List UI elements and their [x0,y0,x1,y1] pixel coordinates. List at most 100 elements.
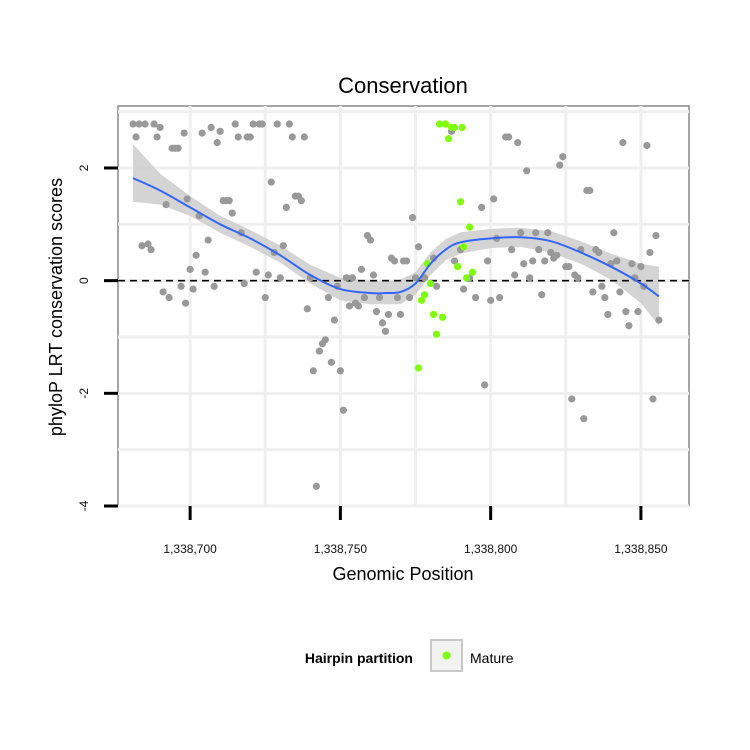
data-point-other [150,120,158,128]
data-point-other [309,367,317,375]
data-point-other [182,299,190,307]
data-point-other [204,236,212,244]
data-point-other [288,133,296,141]
data-point-other [213,139,221,147]
data-point-other [312,482,320,490]
series-other-points [129,120,663,490]
data-point-other [153,133,161,141]
data-point-other [216,127,224,135]
data-point-other [273,120,281,128]
data-point-other [553,251,561,259]
data-point-other [159,288,167,296]
data-point-other [300,133,308,141]
data-point-other [285,120,293,128]
data-point-other [384,310,393,319]
data-point-other [390,257,399,265]
series-mature-points [414,120,477,372]
data-point-other [135,120,143,128]
data-point-other [460,285,468,293]
data-point-other [282,203,290,212]
data-point-other [595,248,603,257]
data-point-other [249,120,257,128]
data-point-other [496,293,504,302]
data-point-mature [420,291,429,299]
data-point-other [559,153,567,161]
data-point-other [649,395,657,403]
data-point-other [147,246,155,254]
data-point-other [432,282,441,290]
x-axis: 1,338,700 1,338,750 1,338,800 1,338,850 [163,506,668,556]
data-point-mature [463,274,471,282]
data-point-other [414,243,423,251]
data-point-other [535,246,543,254]
data-point-other [321,336,329,344]
data-point-other [472,293,480,302]
x-tick-label: 1,338,850 [614,542,668,556]
data-point-mature [438,313,447,321]
data-point-mature [435,120,444,128]
chart-title: Conservation [338,73,468,98]
data-point-other [484,257,492,265]
data-point-other [604,310,612,319]
data-point-other [375,293,384,302]
data-point-mature [417,296,426,304]
data-point-other [568,395,576,403]
data-point-mature [457,198,465,206]
data-point-other [360,293,369,302]
data-point-other [610,229,618,237]
y-tick-label: 2 [77,164,91,171]
data-point-other [252,268,260,276]
data-point-mature [460,243,468,251]
data-point-other [402,257,411,265]
data-point-other [180,129,188,137]
legend: Hairpin partition Mature [305,639,514,672]
data-point-other [652,231,660,240]
x-tick-label: 1,338,800 [464,542,518,556]
data-point-other [408,213,417,222]
data-point-other [345,302,354,310]
data-point-other [541,257,549,265]
data-point-other [369,271,378,279]
data-point-other [613,257,621,265]
data-point-other [589,288,597,296]
data-point-other [189,285,197,293]
y-tick-label: 0 [77,277,91,284]
data-point-other [246,133,254,141]
y-axis: -4 -2 0 2 [77,164,118,511]
data-point-other [643,141,651,150]
data-point-other [207,123,215,132]
data-point-other [366,236,375,244]
data-point-other [240,279,248,288]
data-point-other [481,381,489,389]
data-point-other [598,282,606,290]
data-point-other [267,178,275,186]
y-tick-label: -4 [77,500,91,511]
data-point-other [186,265,194,273]
data-point-mature [450,123,459,132]
data-point-other [547,248,555,257]
data-point-other [279,242,287,250]
data-point-mature [426,279,435,288]
data-point-other [315,347,323,355]
data-point-other [526,274,534,282]
data-point-other [297,197,305,205]
data-point-other [357,265,366,273]
legend-key-box [430,639,463,672]
data-point-other [523,167,531,175]
data-point-other [580,415,588,423]
data-point-other [264,271,272,279]
data-point-other [511,271,519,279]
data-point-other [174,144,182,152]
data-point-mature [466,223,474,231]
data-point-other [132,133,140,141]
data-point-other [532,229,540,237]
data-point-other [162,200,170,209]
data-point-other [655,316,663,324]
data-point-other [144,240,152,248]
data-point-other [183,195,191,203]
data-point-other [478,203,486,212]
data-point-other [339,406,347,414]
data-point-other [129,120,137,128]
data-point-mature [432,330,441,338]
data-point-other [405,293,414,302]
